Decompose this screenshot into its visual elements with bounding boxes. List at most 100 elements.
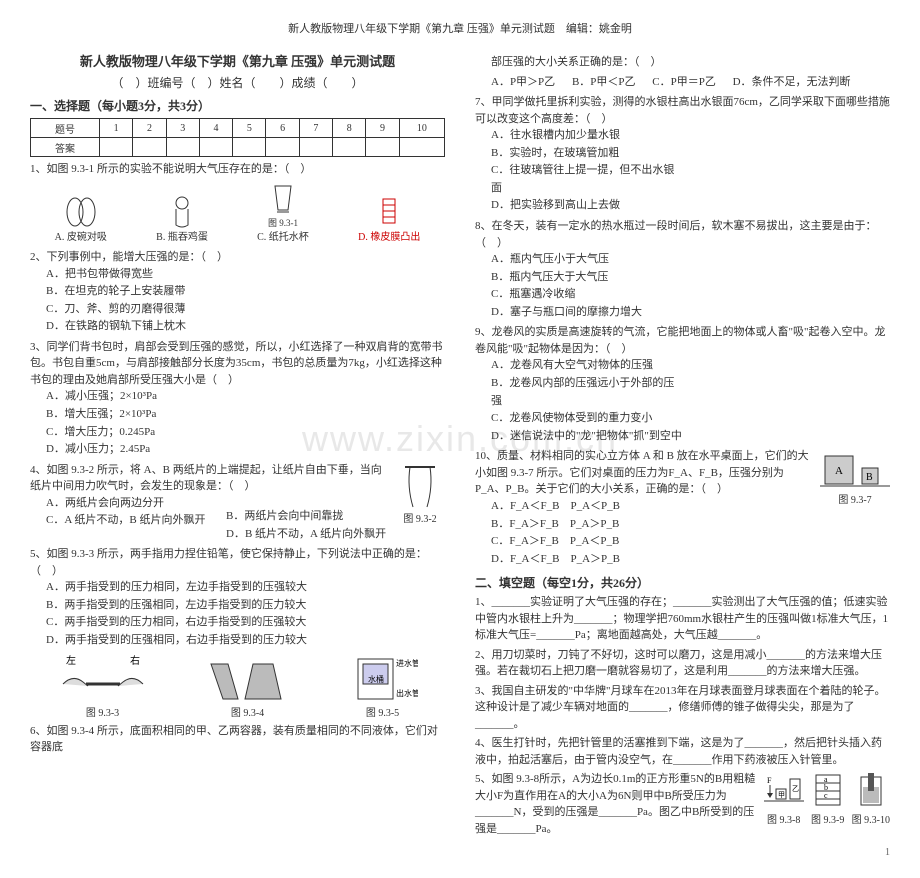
svg-text:乙: 乙: [792, 785, 799, 793]
opt: D．塞子与瓶口间的摩擦力增大: [491, 304, 683, 322]
opt-label: D. 橡皮膜凸出: [358, 230, 420, 245]
svg-text:F: F: [767, 776, 772, 785]
table-cell: 6: [266, 119, 299, 138]
opt: B．在坦克的轮子上安装履带: [46, 283, 238, 301]
table-cell: 5: [233, 119, 266, 138]
bottom-fig-row: 左 右 图 9.3-3 图 9.3-4 进水管: [30, 654, 445, 719]
opt: C．F_A＞F_B P_A＜P_B: [491, 533, 683, 551]
fig-9-3-5: 进水管 水桶 出水管 图 9.3-5: [348, 654, 418, 719]
table-cell: 9: [366, 119, 399, 138]
beaker-icon: [855, 771, 887, 813]
answer-table: 题号 1 2 3 4 5 6 7 8 9 10 答案: [30, 118, 445, 157]
fig-9-3-7: A B 图 9.3-7: [820, 448, 890, 508]
membrane-icon: [377, 195, 401, 230]
opt: A．减小压强；2×10³Pa: [46, 388, 238, 406]
opt-label: B. 瓶吞鸡蛋: [156, 230, 208, 245]
opt: B．两手指受到的压强相同，左边手指受到的压力较大: [46, 597, 445, 615]
cubes-icon: A B: [820, 448, 890, 493]
fig-row-9-3-8: F 甲 乙 图 9.3-8 a b c 图 9.3-9: [764, 771, 890, 828]
table-cell: [133, 138, 166, 157]
table-cell: 3: [166, 119, 199, 138]
fig-opt-c: 图 9.3-1 C. 纸托水杯: [257, 182, 309, 246]
opt: B．F_A＞F_B P_A＞P_B: [491, 516, 683, 534]
fill-4: 4、医生打针时，先把针管里的活塞推到下端，这是为了_______，然后把针头插入…: [475, 735, 890, 768]
svg-text:出水管: 出水管: [396, 688, 418, 698]
opt: D．条件不足，无法判断: [733, 74, 851, 92]
fig-label: 图 9.3-8: [767, 813, 800, 828]
opt: C．两手指受到的压力相同，右边手指受到的压强较大: [46, 614, 445, 632]
table-cell: [299, 138, 332, 157]
table-cell: 7: [299, 119, 332, 138]
table-cell: 4: [199, 119, 232, 138]
table-cell: [233, 138, 266, 157]
question-1: 1、如图 9.3-1 所示的实验不能说明大气压存在的是：（ ） A. 皮碗对吸 …: [30, 161, 445, 245]
fig-label: 图 9.3-7: [820, 493, 890, 508]
opt: B．增大压强；2×10³Pa: [46, 406, 238, 424]
fig-label: 图 9.3-4: [231, 704, 264, 719]
question-2: 2、下列事例中，能增大压强的是：（ ） A．把书包带做得宽些 B．在坦克的轮子上…: [30, 249, 445, 336]
suction-cup-icon: [61, 195, 101, 230]
opt: A．把书包带做得宽些: [46, 266, 238, 284]
block-jiayi-icon: F 甲 乙: [764, 771, 804, 813]
q1-stem: 1、如图 9.3-1 所示的实验不能说明大气压存在的是：（ ）: [30, 161, 445, 178]
opt: B．龙卷风内部的压强远小于外部的压强: [491, 375, 683, 410]
fig-label: 图 9.3-9: [811, 813, 844, 828]
question-8: 8、在冬天，装有一定水的热水瓶过一段时间后，软木塞不易拔出，这主要是由于：（ ）…: [475, 218, 890, 321]
opt: A．两手指受到的压力相同，左边手指受到的压强较大: [46, 579, 445, 597]
question-4: 图 9.3-2 4、如图 9.3-2 所示，将 A、B 两纸片的上端提起，让纸片…: [30, 462, 445, 543]
question-9: 9、龙卷风的实质是高速旋转的气流，它能把地面上的物体或人畜"吸"起卷入空中。龙卷…: [475, 324, 890, 445]
q4-stem: 4、如图 9.3-2 所示，将 A、B 两纸片的上端提起，让纸片自由下垂，当向纸…: [30, 462, 445, 495]
fill-3: 3、我国自主研发的"中华牌"月球车在2013年在月球表面登月球表面在个着陆的轮子…: [475, 683, 890, 733]
opt: C．刀、斧、剪的刃磨得很薄: [46, 301, 238, 319]
svg-text:A: A: [835, 465, 843, 477]
fill-5: F 甲 乙 图 9.3-8 a b c 图 9.3-9: [475, 771, 890, 837]
opt: D．迷信说法中的"龙"把物体"抓"到空中: [491, 428, 683, 446]
q7-stem: 7、甲同学做托里拆利实验，测得的水银柱高出水银面76cm，乙同学采取下面哪些措施…: [475, 94, 890, 127]
opt: A．瓶内气压小于大气压: [491, 251, 683, 269]
page-number: 1: [475, 847, 890, 858]
paper-cup-icon: [269, 182, 297, 217]
table-cell: 答案: [31, 138, 100, 157]
opt: B．实验时，在玻璃管加粗: [491, 145, 683, 163]
table-cell: [366, 138, 399, 157]
opt: C．增大压力；0.245Pa: [46, 424, 238, 442]
fig-label: 图 9.3-10: [852, 813, 890, 828]
svg-text:B: B: [866, 472, 873, 483]
fig-9-3-4: 图 9.3-4: [203, 654, 293, 719]
opt: C．往玻璃管往上提一提，但不出水银面: [491, 162, 683, 197]
question-5: 5、如图 9.3-3 所示，两手指用力捏住铅笔，使它保持静止，下列说法中正确的是…: [30, 546, 445, 649]
opt: D．F_A＜F_B P_A＞P_B: [491, 551, 683, 569]
fig-label: 图 9.3-3: [86, 704, 119, 719]
fig-label: 图 9.3-5: [366, 704, 399, 719]
opt: A．F_A＜F_B P_A＜P_B: [491, 498, 683, 516]
question-7: 7、甲同学做托里拆利实验，测得的水银柱高出水银面76cm，乙同学采取下面哪些措施…: [475, 94, 890, 215]
table-cell: [166, 138, 199, 157]
table-cell: [399, 138, 444, 157]
exam-subtitle: （ ）班编号（ ）姓名（ ）成绩（ ）: [30, 74, 445, 91]
paper-sheets-icon: [395, 462, 445, 512]
svg-text:进水管: 进水管: [396, 658, 418, 668]
fig-opt-d: D. 橡皮膜凸出: [358, 195, 420, 245]
table-cell: 1: [100, 119, 133, 138]
table-cell: [333, 138, 366, 157]
opt: C．P甲＝P乙: [652, 74, 716, 92]
right-label: 右: [130, 654, 140, 667]
q2-stem: 2、下列事例中，能增大压强的是：（ ）: [30, 249, 445, 266]
table-cell: [100, 138, 133, 157]
table-cell: [266, 138, 299, 157]
opt: B．瓶内气压大于大气压: [491, 269, 683, 287]
opt: A．往水银槽内加少量水银: [491, 127, 683, 145]
opt: D．B 纸片不动，A 纸片向外飘开: [226, 526, 445, 544]
q9-stem: 9、龙卷风的实质是高速旋转的气流，它能把地面上的物体或人畜"吸"起卷入空中。龙卷…: [475, 324, 890, 357]
page-header: 新人教版物理八年级下学期《第九章 压强》单元测试题 编辑：姚金明: [30, 20, 890, 36]
left-label: 左: [66, 654, 76, 667]
question-10: A B 图 9.3-7 10、质量、材料相同的实心立方体 A 和 B 放在水平桌…: [475, 448, 890, 568]
table-cell: [199, 138, 232, 157]
question-6-cont: 部压强的大小关系正确的是：（ ）: [475, 54, 890, 71]
q5-stem: 5、如图 9.3-3 所示，两手指用力捏住铅笔，使它保持静止，下列说法中正确的是…: [30, 546, 445, 579]
fig-9-3-3: 左 右 图 9.3-3: [58, 654, 148, 719]
bottle-egg-icon: [167, 195, 197, 230]
abc-levels-icon: a b c: [810, 771, 846, 813]
right-column: 部压强的大小关系正确的是：（ ） A．P甲＞P乙 B．P甲＜P乙 C．P甲＝P乙…: [475, 51, 890, 858]
fill-2: 2、用刀切菜时，刀钝了不好切，这时可以磨刀，这是用减小_______的方法来增大…: [475, 647, 890, 680]
